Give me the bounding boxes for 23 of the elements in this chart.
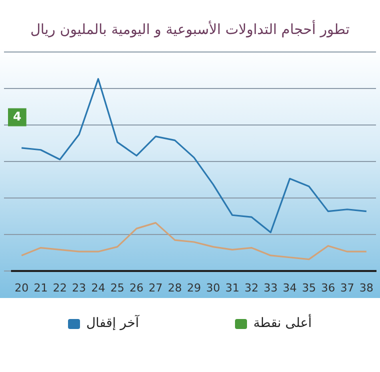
x-tick-label: 22 — [52, 281, 67, 294]
x-tick-label: 36 — [321, 281, 336, 294]
annotation: 4 — [13, 109, 22, 124]
legend-label: أعلى نقطة — [253, 316, 312, 331]
x-tick-label: 20 — [14, 281, 29, 294]
chart-title: تطور أحجام التداولات الأسبوعية و اليومية بالمليون ريال — [29, 19, 351, 40]
x-tick-label: 32 — [244, 281, 258, 294]
x-tick-label: 27 — [148, 281, 163, 294]
x-tick-label: 38 — [359, 281, 374, 294]
x-tick-label: 33 — [264, 281, 278, 294]
x-tick-label: 23 — [72, 281, 86, 294]
x-tick-label: 37 — [340, 281, 354, 294]
x-tick-label: 26 — [130, 281, 144, 294]
x-tick-label: 28 — [168, 281, 182, 294]
x-tick-label: 35 — [302, 281, 316, 294]
legend-label: آخر إقفال — [86, 316, 139, 331]
x-tick-label: 29 — [187, 281, 201, 294]
x-tick-label: 31 — [225, 281, 240, 294]
x-tick-label: 25 — [110, 281, 124, 294]
x-tick-label: 30 — [206, 281, 220, 294]
x-tick-label: 21 — [34, 281, 48, 294]
x-tick-label: 24 — [91, 281, 106, 294]
x-tick-label: 34 — [282, 281, 297, 294]
